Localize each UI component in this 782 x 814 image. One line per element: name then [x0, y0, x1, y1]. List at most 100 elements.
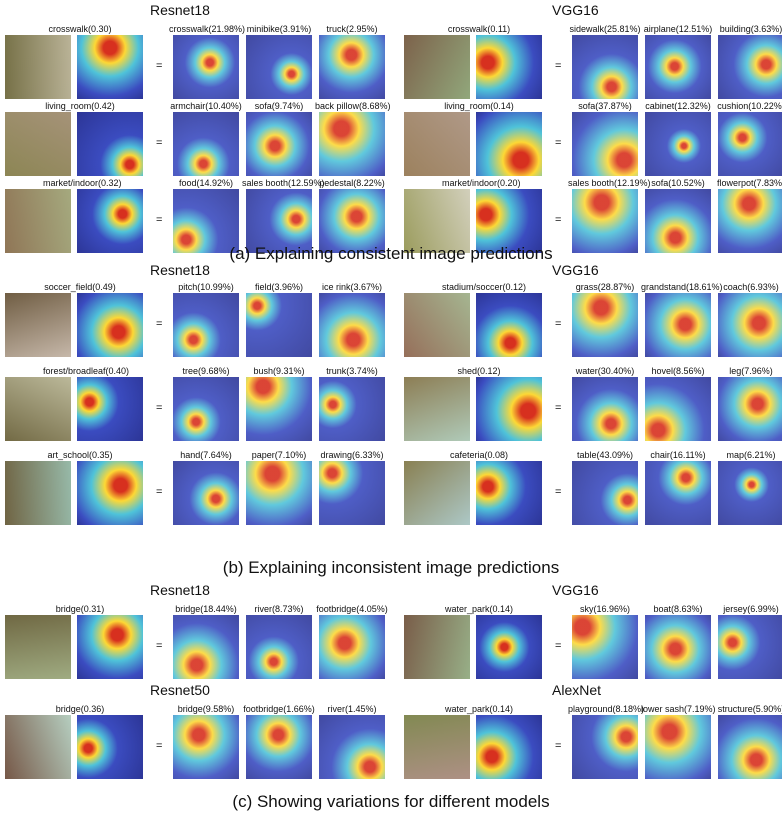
concept-label: jersey(6.99%)	[714, 604, 782, 614]
prediction-heatmap	[77, 35, 143, 99]
prediction-heatmap	[77, 377, 143, 441]
concept-heatmap	[718, 35, 782, 99]
concept-label: trunk(3.74%)	[315, 366, 389, 376]
concept-heatmap	[319, 377, 385, 441]
model-name: Resnet18	[150, 582, 210, 598]
equals-sign: =	[555, 640, 561, 652]
concept-heatmap	[645, 461, 711, 525]
concept-label: grass(28.87%)	[568, 282, 642, 292]
concept-label: minibike(3.91%)	[242, 24, 316, 34]
input-image	[5, 293, 71, 357]
concept-heatmap	[718, 461, 782, 525]
equals-sign: =	[555, 402, 561, 414]
model-name: AlexNet	[552, 682, 601, 698]
concept-heatmap	[173, 615, 239, 679]
concept-label: paper(7.10%)	[242, 450, 316, 460]
concept-label: back pillow(8.68%)	[315, 101, 389, 111]
concept-heatmap	[645, 615, 711, 679]
prediction-label: living_room(0.14)	[442, 101, 516, 111]
prediction-label: stadium/soccer(0.12)	[442, 282, 516, 292]
concept-label: bridge(9.58%)	[169, 704, 243, 714]
equals-sign: =	[555, 740, 561, 752]
concept-label: pedestal(8.22%)	[315, 178, 389, 188]
equals-sign: =	[156, 318, 162, 330]
concept-heatmap	[246, 35, 312, 99]
prediction-heatmap	[77, 293, 143, 357]
concept-heatmap	[319, 461, 385, 525]
model-name: VGG16	[552, 582, 599, 598]
concept-heatmap	[319, 112, 385, 176]
input-image	[5, 715, 71, 779]
concept-label: sales booth(12.19%)	[568, 178, 642, 188]
concept-label: river(1.45%)	[315, 704, 389, 714]
concept-label: leg(7.96%)	[714, 366, 782, 376]
concept-label: truck(2.95%)	[315, 24, 389, 34]
model-name: VGG16	[552, 262, 599, 278]
prediction-label: water_park(0.14)	[442, 704, 516, 714]
prediction-heatmap	[476, 461, 542, 525]
concept-label: footbridge(4.05%)	[315, 604, 389, 614]
equals-sign: =	[156, 60, 162, 72]
concept-heatmap	[572, 112, 638, 176]
equals-sign: =	[156, 402, 162, 414]
prediction-label: cafeteria(0.08)	[442, 450, 516, 460]
section-caption: (c) Showing variations for different mod…	[0, 792, 782, 812]
equals-sign: =	[555, 318, 561, 330]
input-image	[404, 615, 470, 679]
input-image	[5, 615, 71, 679]
prediction-label: art_school(0.35)	[43, 450, 117, 460]
prediction-label: bridge(0.36)	[43, 704, 117, 714]
prediction-label: market/indoor(0.32)	[43, 178, 117, 188]
prediction-label: bridge(0.31)	[43, 604, 117, 614]
section-caption: (a) Explaining consistent image predicti…	[0, 244, 782, 264]
input-image	[404, 377, 470, 441]
concept-heatmap	[173, 35, 239, 99]
prediction-heatmap	[77, 615, 143, 679]
concept-label: table(43.09%)	[568, 450, 642, 460]
concept-label: sales booth(12.59%)	[242, 178, 316, 188]
concept-heatmap	[645, 377, 711, 441]
prediction-label: market/indoor(0.20)	[442, 178, 516, 188]
equals-sign: =	[555, 137, 561, 149]
concept-label: crosswalk(21.98%)	[169, 24, 243, 34]
concept-heatmap	[572, 615, 638, 679]
equals-sign: =	[156, 640, 162, 652]
concept-label: flowerpot(7.83%)	[714, 178, 782, 188]
prediction-label: crosswalk(0.11)	[442, 24, 516, 34]
concept-heatmap	[246, 615, 312, 679]
concept-label: food(14.92%)	[169, 178, 243, 188]
concept-heatmap	[718, 377, 782, 441]
concept-label: water(30.40%)	[568, 366, 642, 376]
equals-sign: =	[555, 60, 561, 72]
figure: Resnet18crosswalk(0.30)=crosswalk(21.98%…	[0, 0, 782, 814]
prediction-label: soccer_field(0.49)	[43, 282, 117, 292]
concept-label: sofa(37.87%)	[568, 101, 642, 111]
concept-heatmap	[718, 715, 782, 779]
prediction-heatmap	[77, 461, 143, 525]
equals-sign: =	[156, 486, 162, 498]
model-name: VGG16	[552, 2, 599, 18]
concept-label: cushion(10.22%)	[714, 101, 782, 111]
concept-heatmap	[718, 615, 782, 679]
prediction-heatmap	[476, 35, 542, 99]
prediction-heatmap	[77, 112, 143, 176]
prediction-heatmap	[476, 615, 542, 679]
concept-label: drawing(6.33%)	[315, 450, 389, 460]
concept-heatmap	[319, 293, 385, 357]
concept-heatmap	[173, 377, 239, 441]
model-name: Resnet18	[150, 262, 210, 278]
prediction-heatmap	[476, 377, 542, 441]
concept-label: grandstand(18.61%)	[641, 282, 715, 292]
concept-label: tree(9.68%)	[169, 366, 243, 376]
concept-label: playground(8.18%)	[568, 704, 642, 714]
concept-label: building(3.63%)	[714, 24, 782, 34]
input-image	[404, 112, 470, 176]
concept-heatmap	[173, 715, 239, 779]
concept-label: bush(9.31%)	[242, 366, 316, 376]
concept-heatmap	[173, 293, 239, 357]
concept-label: map(6.21%)	[714, 450, 782, 460]
input-image	[5, 461, 71, 525]
concept-label: structure(5.90%)	[714, 704, 782, 714]
concept-label: lower sash(7.19%)	[641, 704, 715, 714]
concept-label: boat(8.63%)	[641, 604, 715, 614]
